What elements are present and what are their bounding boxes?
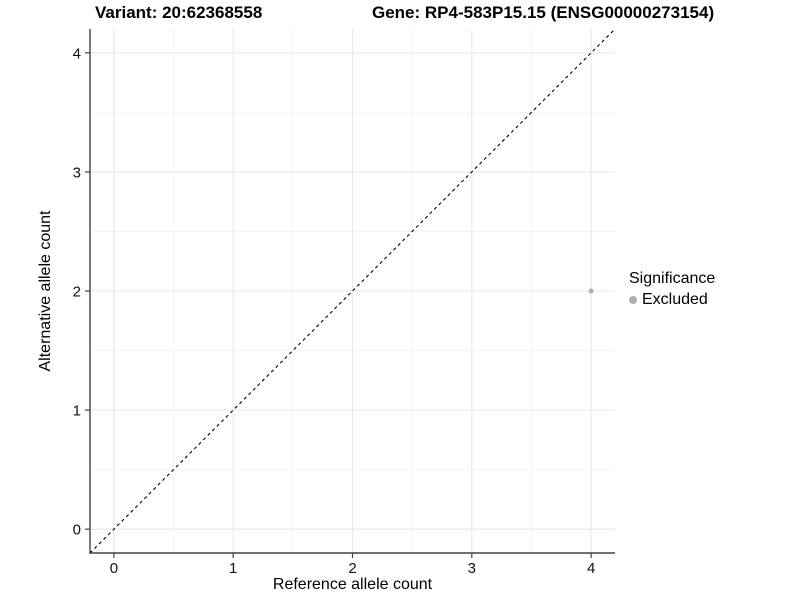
x-tick-label: 4 <box>587 560 595 577</box>
x-tick-label: 0 <box>110 560 118 577</box>
y-tick-label: 1 <box>73 403 81 420</box>
legend-title: Significance <box>629 270 716 287</box>
legend-item: Excluded <box>629 291 715 309</box>
identity-dashed-line <box>89 28 616 554</box>
legend-items: Excluded <box>629 291 715 309</box>
variant-title: Variant: 20:62368558 <box>95 3 263 22</box>
y-axis-title: Alternative allele count <box>37 210 54 372</box>
legend: Significance Excluded <box>629 270 715 309</box>
legend-item-label: Excluded <box>642 291 708 308</box>
legend-point-icon <box>629 296 637 304</box>
y-tick-label: 0 <box>73 522 81 539</box>
x-axis-title: Reference allele count <box>272 576 433 593</box>
x-tick-label: 2 <box>348 560 356 577</box>
x-tick-label: 1 <box>229 560 237 577</box>
gene-title: Gene: RP4-583P15.15 (ENSG00000273154) <box>372 3 715 22</box>
data-point <box>588 288 594 294</box>
y-tick-label: 2 <box>73 284 81 301</box>
y-tick-label: 3 <box>73 164 81 181</box>
x-tick-label: 3 <box>468 560 476 577</box>
y-tick-label: 4 <box>73 45 81 62</box>
